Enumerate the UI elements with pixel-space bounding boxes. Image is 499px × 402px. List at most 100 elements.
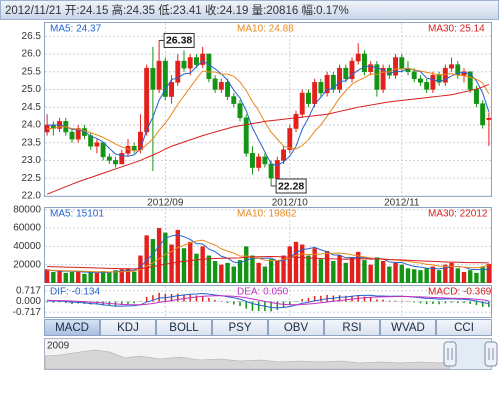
indicator-tab[interactable] bbox=[268, 319, 324, 336]
volume-bar bbox=[244, 246, 249, 283]
candle-body bbox=[486, 117, 492, 120]
macd-bar bbox=[257, 301, 260, 312]
macd-bar bbox=[401, 300, 403, 302]
indicator-tab[interactable] bbox=[212, 319, 268, 336]
indicator-tab-label[interactable]: PSY bbox=[228, 322, 251, 334]
volume-bar bbox=[51, 272, 56, 283]
macd-bar bbox=[457, 301, 459, 303]
candle-body bbox=[442, 67, 448, 83]
macd-bar bbox=[226, 301, 229, 303]
volume-bar bbox=[175, 229, 180, 283]
candle-body bbox=[162, 60, 168, 97]
candle-body bbox=[256, 156, 262, 168]
volume-bar bbox=[430, 266, 436, 283]
candle-body bbox=[355, 53, 361, 62]
macd-bar bbox=[208, 297, 210, 302]
macd-bar bbox=[270, 301, 272, 312]
candle-body bbox=[467, 71, 473, 90]
volume-bar bbox=[225, 262, 230, 283]
candle-body bbox=[424, 82, 430, 90]
candle-body bbox=[274, 160, 280, 179]
indicator-tab-label[interactable]: WVAD bbox=[391, 322, 425, 334]
ma-line bbox=[47, 293, 489, 309]
macd-bar bbox=[450, 301, 453, 303]
y-tick-label: 40000 bbox=[13, 241, 41, 252]
candle-body bbox=[243, 117, 249, 154]
legend-entry: MA10: 24.88 bbox=[237, 24, 294, 35]
candle-body bbox=[187, 57, 193, 69]
indicator-tab-label[interactable]: MACD bbox=[55, 322, 89, 334]
volume-bar bbox=[200, 246, 205, 283]
volume-bar bbox=[250, 255, 255, 283]
macd-bar bbox=[239, 301, 241, 306]
legend-entry: DIF: -0.134 bbox=[50, 287, 100, 298]
volume-bar bbox=[287, 246, 292, 283]
candle-body bbox=[318, 82, 324, 94]
candle-body bbox=[305, 92, 311, 104]
volume-bar bbox=[82, 273, 87, 283]
navigator-handle[interactable] bbox=[443, 341, 457, 367]
macd-bar bbox=[295, 301, 297, 303]
volume-bar bbox=[349, 257, 355, 283]
macd-bar bbox=[276, 301, 279, 310]
indicator-tab-label[interactable]: OBV bbox=[284, 322, 309, 334]
macd-bar bbox=[313, 296, 316, 302]
indicator-tab[interactable] bbox=[324, 319, 380, 336]
candle-body bbox=[206, 53, 212, 80]
indicator-tab[interactable] bbox=[44, 319, 100, 336]
volume-bar bbox=[206, 255, 212, 283]
volume-bar bbox=[461, 272, 467, 283]
candle-body bbox=[88, 135, 94, 147]
macd-bar bbox=[419, 301, 422, 304]
volume-bar bbox=[343, 262, 348, 283]
candle-body bbox=[262, 156, 268, 165]
indicator-tab-label[interactable]: KDJ bbox=[117, 322, 139, 334]
volume-bar bbox=[188, 241, 193, 283]
indicator-tab-label[interactable]: RSI bbox=[342, 322, 361, 334]
x-tick-label: 2012/10 bbox=[272, 198, 309, 209]
legend-entry: MACD: -0.369 bbox=[428, 287, 492, 298]
volume-bar bbox=[256, 262, 261, 283]
macd-bar bbox=[488, 301, 490, 308]
volume-bar bbox=[262, 266, 268, 283]
volume-bar bbox=[119, 269, 124, 283]
indicator-tab-label[interactable]: CCI bbox=[454, 322, 474, 334]
volume-bar bbox=[337, 255, 342, 283]
indicator-tab[interactable] bbox=[156, 319, 212, 336]
annotation-label: 22.28 bbox=[278, 180, 304, 192]
volume-bar bbox=[144, 235, 149, 283]
macd-bar bbox=[214, 300, 216, 302]
indicator-tab-label[interactable]: BOLL bbox=[169, 322, 199, 334]
volume-bar bbox=[181, 248, 187, 283]
volume-bar bbox=[194, 253, 199, 283]
legend-entry: MA5: 15101 bbox=[50, 209, 104, 220]
candle-body bbox=[100, 142, 106, 158]
navigator-silhouette bbox=[44, 349, 451, 370]
candle-body bbox=[150, 67, 156, 90]
macd-bar bbox=[52, 301, 55, 303]
macd-bar bbox=[121, 301, 123, 306]
macd-bar bbox=[438, 301, 440, 305]
volume-bar bbox=[412, 269, 417, 283]
indicator-tab[interactable] bbox=[100, 319, 156, 336]
y-tick-label: 22.0 bbox=[22, 191, 42, 202]
volume-bar bbox=[281, 255, 286, 283]
volume-bar bbox=[163, 232, 168, 283]
macd-bar bbox=[251, 301, 254, 311]
macd-bar bbox=[307, 297, 310, 302]
volume-bar bbox=[293, 241, 299, 283]
navigator-handle[interactable] bbox=[484, 341, 498, 367]
macd-bar bbox=[245, 301, 247, 309]
candle-body bbox=[193, 57, 199, 65]
panel: 22.0 22.5 23.0 23.5 24.0 24.5 25.0 25.5 26.0 26.5… bbox=[22, 22, 492, 209]
candle-body bbox=[281, 149, 287, 161]
annotation-label: 26.38 bbox=[166, 35, 192, 47]
macd-bar bbox=[345, 295, 347, 302]
indicator-tab[interactable] bbox=[380, 319, 436, 336]
plot-area bbox=[44, 207, 492, 283]
y-tick-label: 25.5 bbox=[22, 66, 42, 77]
indicator-tab[interactable] bbox=[436, 319, 492, 336]
candle-body bbox=[237, 103, 243, 119]
volume-bar bbox=[107, 272, 112, 283]
